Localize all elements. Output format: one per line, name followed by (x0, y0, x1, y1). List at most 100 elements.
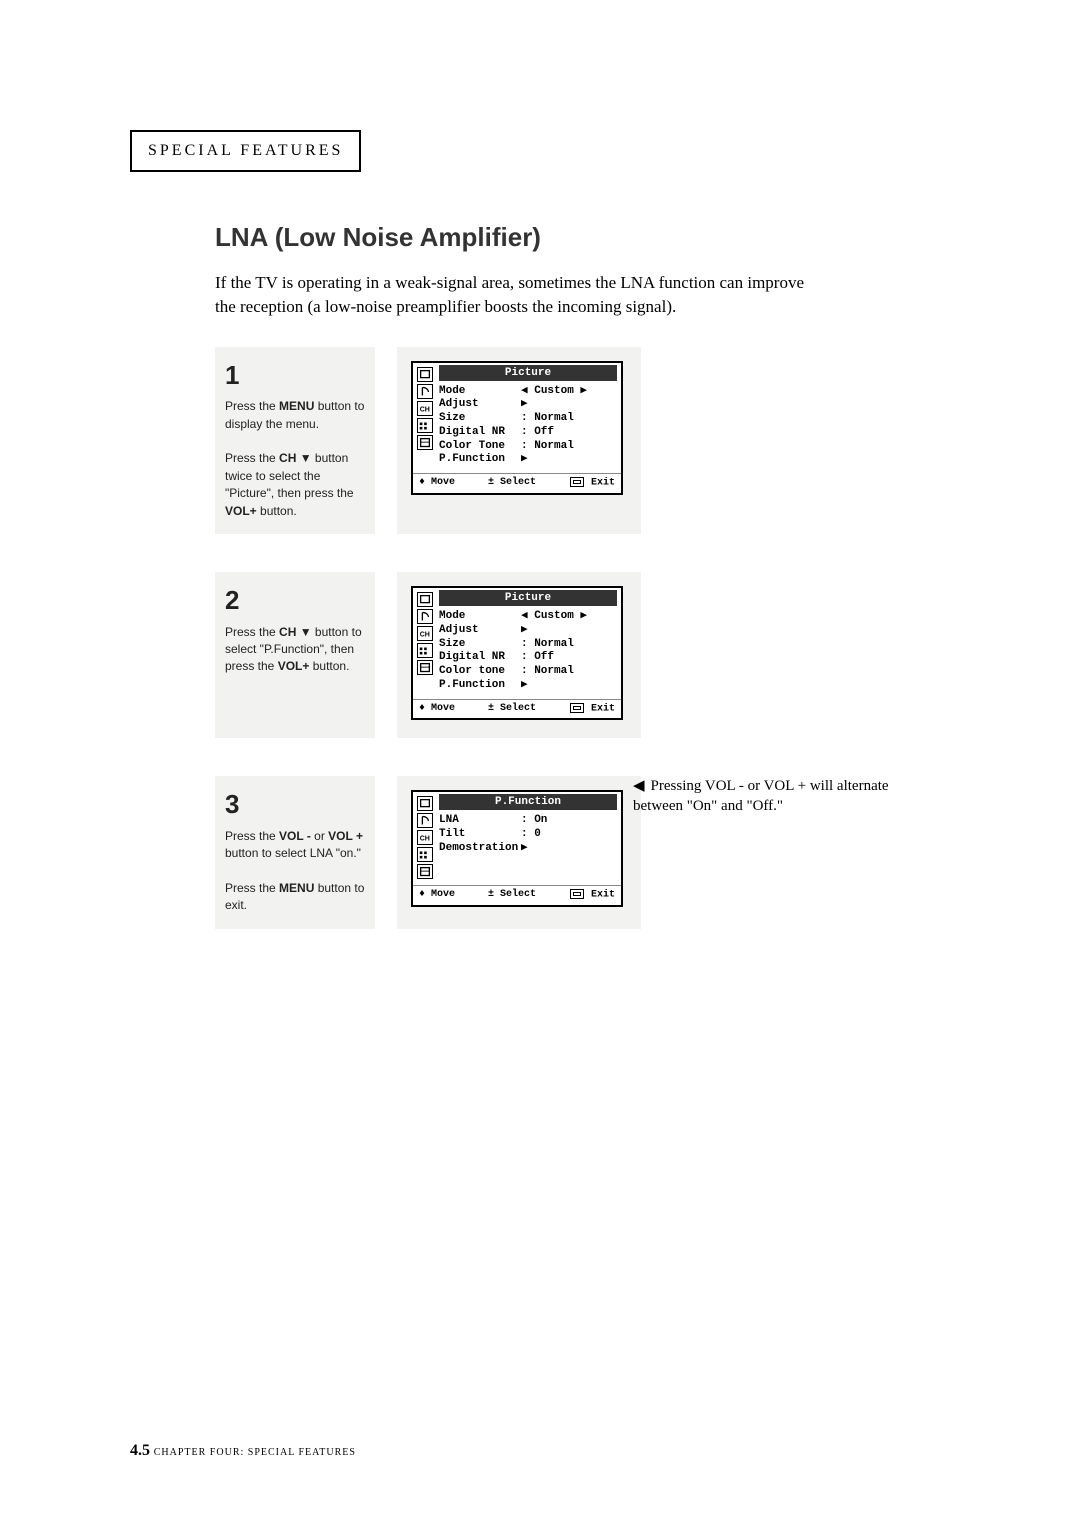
osd-row-key: Color tone (439, 665, 521, 679)
osd-category-icon (417, 643, 433, 658)
osd-footer: ♦ Move ± Select Exit (413, 473, 621, 489)
step-text-panel: 2 Press the CH ▼ button to select "P.Func… (215, 572, 375, 738)
osd-menu-row: Color tone: Normal (439, 665, 617, 679)
osd-row-key: Color Tone (439, 440, 521, 454)
osd-row-value: ▶ (521, 624, 617, 638)
osd-category-icon (417, 435, 433, 450)
osd-row-value: : Normal (521, 665, 617, 679)
osd-footer-hint: ♦ Move (419, 703, 455, 715)
osd-category-icon (417, 813, 433, 828)
osd-row-key: Digital NR (439, 426, 521, 440)
osd-category-icon (417, 384, 433, 399)
instruction-step: 3 Press the VOL - or VOL + button to sele… (215, 776, 990, 929)
osd-menu-row: Mode◀ Custom ▶ (439, 610, 617, 624)
osd-row-key: Mode (439, 385, 521, 399)
osd-row-value: ▶ (521, 842, 617, 856)
osd-category-icon (417, 592, 433, 607)
osd-row-value: ▶ (521, 398, 617, 412)
osd-panel: CH P.Function LNA: OnTilt: 0Demostration▶ ♦… (397, 776, 641, 929)
svg-text:CH: CH (420, 406, 430, 413)
osd-footer-hint: Exit (569, 703, 615, 715)
osd-category-icon: CH (417, 626, 433, 641)
osd-row-key: Tilt (439, 828, 521, 842)
osd-category-icon (417, 367, 433, 382)
osd-row-key: Mode (439, 610, 521, 624)
osd-category-icon (417, 847, 433, 862)
step-text-panel: 3 Press the VOL - or VOL + button to sele… (215, 776, 375, 929)
osd-panel: CHPictureMode◀ Custom ▶Adjust▶Size: Norm… (397, 572, 641, 738)
osd-category-icon (417, 418, 433, 433)
osd-menu-row: Mode◀ Custom ▶ (439, 385, 617, 399)
osd-menu-row: P.Function▶ (439, 453, 617, 467)
section-header: SPECIAL FEATURES (130, 130, 361, 172)
osd-menu-row: Tilt: 0 (439, 828, 617, 842)
osd-menu-row: LNA: On (439, 814, 617, 828)
osd-row-value: ▶ (521, 679, 617, 693)
step-instruction-text: Press the VOL - or VOL + button to selec… (225, 828, 365, 915)
osd-row-key: Demostration (439, 842, 521, 856)
osd-category-icon: CH (417, 830, 433, 845)
osd-row-key: P.Function (439, 679, 521, 693)
osd-row-value: ◀ Custom ▶ (521, 385, 617, 399)
page-title: LNA (Low Noise Amplifier) (215, 222, 990, 253)
chapter-label: CHAPTER FOUR: SPECIAL FEATURES (154, 1447, 356, 1458)
osd-footer-hint: Exit (569, 889, 615, 901)
osd-footer-hint: ♦ Move (419, 477, 455, 489)
step-number: 2 (225, 582, 365, 620)
osd-row-value: ◀ Custom ▶ (521, 610, 617, 624)
osd-row-key: P.Function (439, 453, 521, 467)
osd-title: Picture (439, 590, 617, 606)
osd-category-icon (417, 864, 433, 879)
svg-text:CH: CH (420, 836, 430, 843)
osd-row-key: Size (439, 412, 521, 426)
section-header-text: SPECIAL FEATURES (148, 142, 343, 159)
intro-paragraph: If the TV is operating in a weak-signal … (215, 271, 810, 319)
page-footer: 4.5 CHAPTER FOUR: SPECIAL FEATURES (130, 1442, 356, 1460)
osd-menu-row: Digital NR: Off (439, 426, 617, 440)
osd-category-icon (417, 660, 433, 675)
step-instruction-text: Press the CH ▼ button to select "P.Funct… (225, 624, 365, 676)
osd-footer-hint: ± Select (488, 703, 536, 715)
osd-menu-row: Adjust▶ (439, 398, 617, 412)
osd-footer-hint: ± Select (488, 477, 536, 489)
osd-menu-row: Digital NR: Off (439, 651, 617, 665)
osd-row-key: Size (439, 638, 521, 652)
osd-row-value: : Normal (521, 440, 617, 454)
osd-row-value: : Normal (521, 412, 617, 426)
osd-row-value: : 0 (521, 828, 617, 842)
osd-category-icon (417, 609, 433, 624)
osd-menu-row: Color Tone: Normal (439, 440, 617, 454)
osd-title: Picture (439, 365, 617, 381)
osd-row-key: Adjust (439, 624, 521, 638)
page-number: 4.5 (130, 1442, 150, 1459)
instruction-step: 1Press the MENU button to display the me… (215, 347, 990, 534)
osd-row-value: : Off (521, 651, 617, 665)
osd-footer-hint: ♦ Move (419, 889, 455, 901)
osd-category-icon (417, 796, 433, 811)
step-number: 3 (225, 786, 365, 824)
osd-menu-row: P.Function▶ (439, 679, 617, 693)
osd-row-key: LNA (439, 814, 521, 828)
step-number: 1 (225, 357, 365, 395)
osd-category-icon: CH (417, 401, 433, 416)
osd-footer-hint: ± Select (488, 889, 536, 901)
osd-row-value: : Normal (521, 638, 617, 652)
osd-menu-row: Adjust▶ (439, 624, 617, 638)
osd-title: P.Function (439, 794, 617, 810)
svg-text:CH: CH (420, 632, 430, 639)
osd-menu-row: Size: Normal (439, 638, 617, 652)
osd-row-value: ▶ (521, 453, 617, 467)
osd-row-value: : Off (521, 426, 617, 440)
step-instruction-text: Press the MENU button to display the men… (225, 398, 365, 520)
instruction-step: 2 Press the CH ▼ button to select "P.Func… (215, 572, 990, 738)
osd-footer: ♦ Move ± Select Exit (413, 885, 621, 901)
left-arrow-icon: ◀ (633, 777, 645, 794)
osd-footer-hint: Exit (569, 477, 615, 489)
osd-footer: ♦ Move ± Select Exit (413, 699, 621, 715)
osd-row-value: : On (521, 814, 617, 828)
step-text-panel: 1Press the MENU button to display the me… (215, 347, 375, 534)
osd-menu-row: Size: Normal (439, 412, 617, 426)
osd-row-key: Digital NR (439, 651, 521, 665)
osd-panel: CH Picture Mode◀ Custom ▶Adjust▶Size: Norm… (397, 347, 641, 534)
side-note: ◀Pressing VOL - or VOL + will alternate … (633, 776, 913, 817)
